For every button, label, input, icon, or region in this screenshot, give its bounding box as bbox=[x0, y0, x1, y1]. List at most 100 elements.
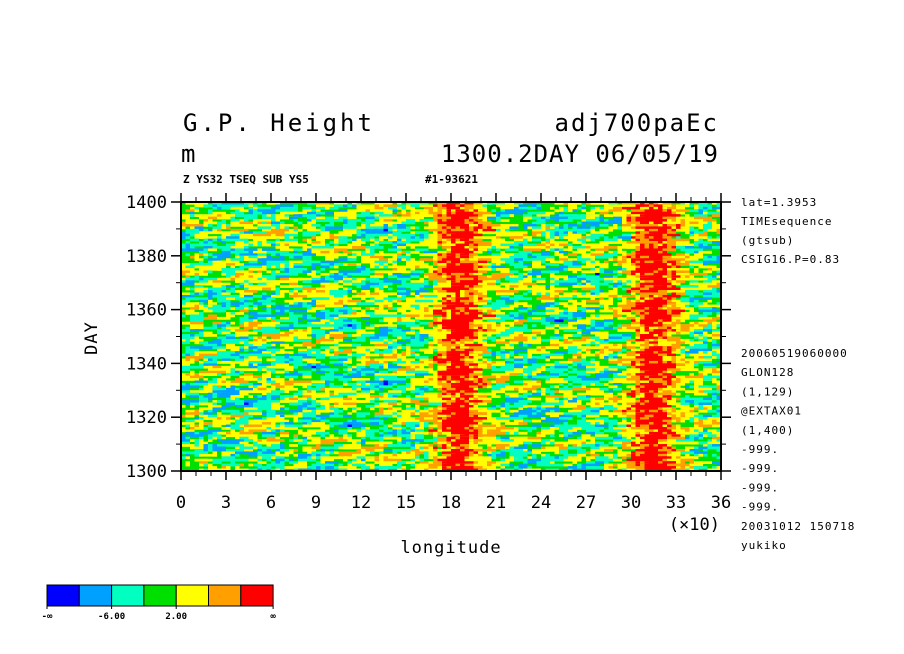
heatmap-cell bbox=[536, 214, 550, 217]
heatmap-cell bbox=[649, 219, 654, 222]
heatmap-cell bbox=[613, 258, 618, 261]
heatmap-cell bbox=[226, 314, 235, 318]
heatmap-cell bbox=[437, 297, 442, 301]
heatmap-cell bbox=[208, 219, 213, 222]
heatmap-cell bbox=[397, 226, 411, 230]
heatmap-cell bbox=[244, 292, 249, 296]
heatmap-cell bbox=[671, 258, 676, 261]
heatmap-cell bbox=[604, 214, 613, 217]
heatmap-cell bbox=[451, 343, 456, 347]
heatmap-cell bbox=[703, 319, 717, 323]
heatmap-cell bbox=[505, 260, 514, 264]
heatmap-cell bbox=[568, 204, 577, 208]
heatmap-cell bbox=[478, 209, 483, 213]
heatmap-cell bbox=[271, 292, 276, 296]
heatmap-cell bbox=[563, 263, 568, 266]
heatmap-cell bbox=[208, 302, 217, 306]
heatmap-cell bbox=[707, 285, 721, 288]
heatmap-cell bbox=[694, 272, 699, 276]
heatmap-cell bbox=[379, 258, 393, 261]
heatmap-cell bbox=[181, 226, 186, 230]
heatmap-cell bbox=[581, 307, 586, 310]
heatmap-cell bbox=[253, 277, 258, 281]
heatmap-cell bbox=[275, 206, 280, 210]
heatmap-cell bbox=[433, 292, 447, 296]
heatmap-cell bbox=[613, 294, 618, 298]
heatmap-cell bbox=[221, 356, 226, 359]
heatmap-cell bbox=[509, 312, 519, 315]
heatmap-cell bbox=[289, 314, 298, 318]
heatmap-cell bbox=[365, 356, 370, 359]
heatmap-cell bbox=[181, 243, 186, 247]
heatmap-cell bbox=[307, 304, 312, 308]
heatmap-cell bbox=[712, 221, 717, 225]
heatmap-cell bbox=[239, 348, 244, 352]
heatmap-cell bbox=[433, 216, 442, 220]
heatmap-cell bbox=[581, 292, 586, 296]
heatmap-cell bbox=[509, 341, 519, 345]
heatmap-cell bbox=[554, 253, 564, 257]
heatmap-cell bbox=[707, 304, 712, 308]
heatmap-cell bbox=[221, 321, 226, 325]
heatmap-cell bbox=[554, 319, 564, 323]
heatmap-cell bbox=[190, 319, 204, 323]
heatmap-cell bbox=[298, 297, 303, 301]
heatmap-cell bbox=[581, 272, 586, 276]
heatmap-cell bbox=[406, 219, 415, 222]
heatmap-cell bbox=[235, 238, 249, 242]
heatmap-cell bbox=[374, 312, 388, 315]
heatmap-cell bbox=[235, 331, 244, 335]
heatmap-cell bbox=[271, 363, 276, 367]
heatmap-cell bbox=[343, 321, 352, 325]
heatmap-cell bbox=[329, 221, 334, 225]
heatmap-cell bbox=[437, 265, 442, 269]
heatmap-cell bbox=[469, 307, 483, 310]
heatmap-cell bbox=[505, 241, 510, 244]
heatmap-cell bbox=[613, 277, 627, 281]
heatmap-cell bbox=[253, 331, 258, 335]
heatmap-cell bbox=[325, 246, 339, 249]
heatmap-cell bbox=[334, 202, 348, 205]
heatmap-cell bbox=[181, 302, 186, 306]
heatmap-cell bbox=[352, 224, 357, 227]
heatmap-cell bbox=[343, 358, 348, 362]
heatmap-cell bbox=[622, 334, 631, 337]
heatmap-cell bbox=[383, 329, 393, 332]
heatmap-cell bbox=[523, 277, 528, 281]
heatmap-cell bbox=[311, 351, 316, 354]
heatmap-cell bbox=[487, 282, 496, 286]
heatmap-cell bbox=[442, 233, 447, 237]
heatmap-cell bbox=[388, 341, 393, 345]
heatmap-cell bbox=[550, 243, 555, 247]
heatmap-cell bbox=[316, 334, 325, 337]
heatmap-cell bbox=[235, 272, 244, 276]
heatmap-cell bbox=[640, 319, 645, 323]
heatmap-cell bbox=[374, 309, 388, 313]
heatmap-cell bbox=[226, 356, 240, 359]
heatmap-cell bbox=[545, 302, 559, 306]
heatmap-cell bbox=[545, 226, 550, 230]
heatmap-cell bbox=[293, 299, 303, 303]
heatmap-cell bbox=[347, 314, 357, 318]
heatmap-cell bbox=[482, 214, 496, 217]
heatmap-cell bbox=[311, 294, 316, 298]
heatmap-cell bbox=[604, 275, 618, 279]
heatmap-cell bbox=[464, 343, 469, 347]
heatmap-cell bbox=[716, 243, 721, 247]
heatmap-cell bbox=[275, 236, 280, 239]
heatmap-cell bbox=[550, 268, 559, 271]
heatmap-cell bbox=[239, 338, 244, 342]
heatmap-cell bbox=[487, 277, 501, 281]
heatmap-cell bbox=[217, 246, 226, 249]
heatmap-cell bbox=[640, 246, 645, 249]
heatmap-cell bbox=[662, 297, 667, 301]
heatmap-cell bbox=[694, 331, 708, 335]
heatmap-cell bbox=[208, 248, 217, 252]
heatmap-cell bbox=[284, 338, 294, 342]
heatmap-cell bbox=[307, 231, 312, 235]
heatmap-cell bbox=[208, 263, 213, 266]
heatmap-cell bbox=[604, 326, 613, 330]
heatmap-cell bbox=[266, 260, 271, 264]
heatmap-cell bbox=[676, 209, 690, 213]
heatmap-cell bbox=[446, 241, 451, 244]
